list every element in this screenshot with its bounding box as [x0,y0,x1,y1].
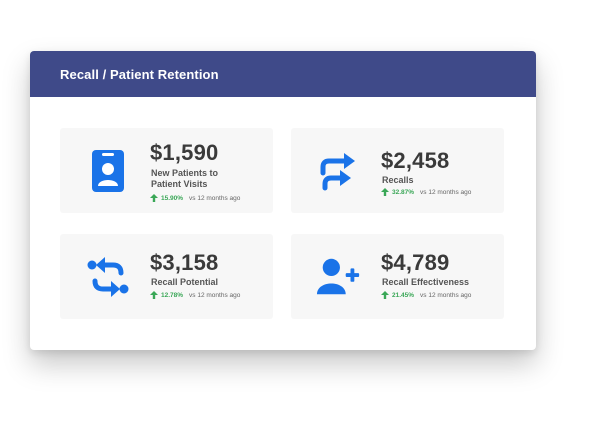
metric-card-recalls[interactable]: $2,458 Recalls 32.87% vs 12 months ago [291,128,504,213]
add-user-icon [316,254,362,300]
change-percent: 12.78% [161,291,184,299]
comparison-text: vs 12 months ago [420,291,472,299]
metric-trend: 32.87% vs 12 months ago [381,188,471,196]
metric-trend: 12.78% vs 12 months ago [150,291,240,299]
comparison-text: vs 12 months ago [189,291,241,299]
forward-arrows-icon [316,148,362,194]
arrow-up-icon [150,194,158,202]
exchange-arrows-icon [85,254,131,300]
metric-value: $1,590 [150,140,219,165]
metric-card-new-patients[interactable]: $1,590 New Patients to Patient Visits 15… [60,128,273,213]
arrow-up-icon [150,291,158,299]
metric-label: Recall Effectiveness [382,277,470,287]
change-percent: 21.45% [392,291,415,299]
metric-value: $3,158 [150,250,219,275]
id-badge-icon [85,148,131,194]
metric-label: New Patients to Patient Visits [151,168,219,189]
panel-title: Recall / Patient Retention [30,51,536,97]
metric-value: $2,458 [381,148,450,173]
arrow-up-icon [381,291,389,299]
metric-trend: 21.45% vs 12 months ago [381,291,471,299]
metric-label: Recalls [382,175,414,185]
metric-value: $4,789 [381,250,450,275]
metric-label: Recall Potential [151,277,219,287]
change-percent: 15.90% [161,194,184,202]
metric-card-recall-potential[interactable]: $3,158 Recall Potential 12.78% vs 12 mon… [60,234,273,319]
comparison-text: vs 12 months ago [189,194,241,202]
arrow-up-icon [381,188,389,196]
change-percent: 32.87% [392,188,415,196]
metric-trend: 15.90% vs 12 months ago [150,194,240,202]
recall-retention-panel: Recall / Patient Retention $1,590 New Pa… [30,51,536,350]
metric-card-recall-effectiveness[interactable]: $4,789 Recall Effectiveness 21.45% vs 12… [291,234,504,319]
comparison-text: vs 12 months ago [420,188,472,196]
